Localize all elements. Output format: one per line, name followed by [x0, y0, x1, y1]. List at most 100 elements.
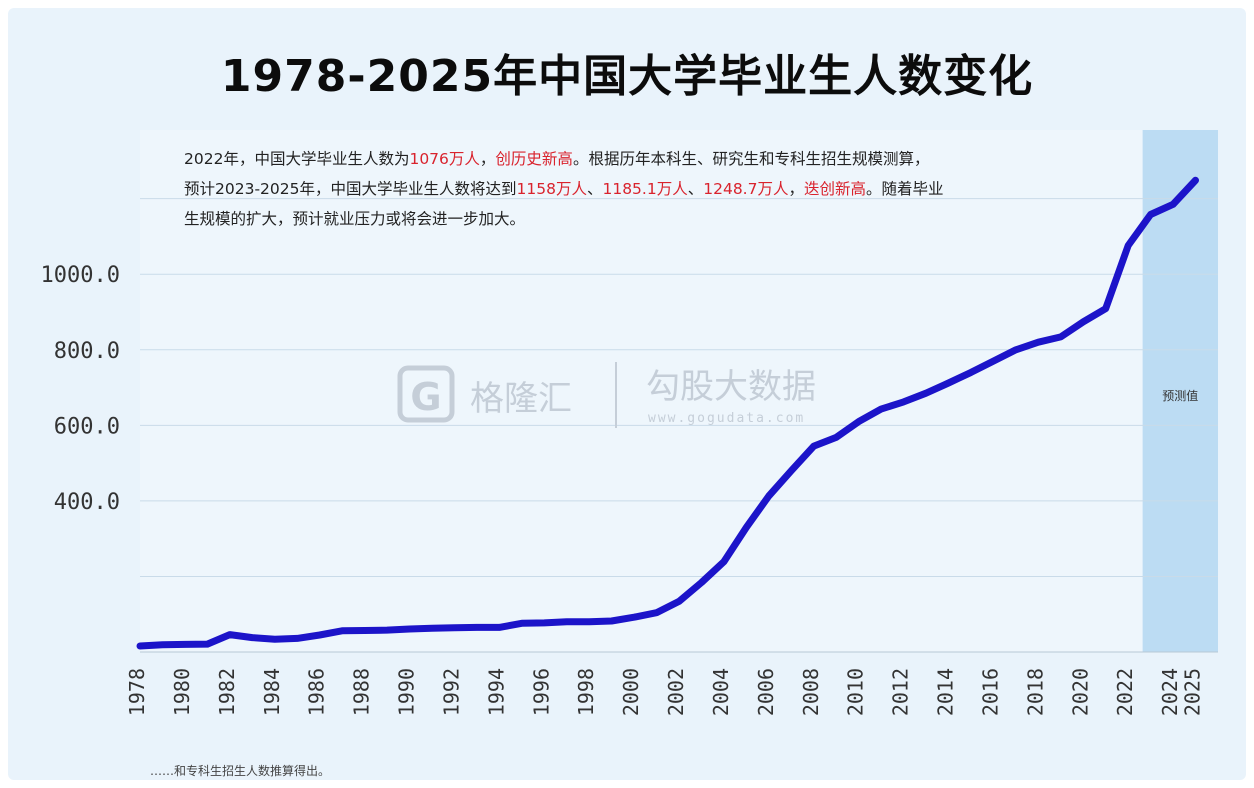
- annotation-text: 2022年，中国大学毕业生人数为: [184, 150, 410, 168]
- data-point: [249, 635, 255, 641]
- data-point: [541, 620, 547, 626]
- annotation-highlight: 1076万人: [409, 150, 480, 168]
- data-point: [654, 610, 660, 616]
- y-tick-label: 1000.0: [41, 263, 120, 288]
- x-tick-label: 1984: [260, 668, 284, 716]
- x-tick-label: 1980: [170, 668, 194, 716]
- x-tick-label: 2012: [889, 668, 913, 716]
- data-point: [407, 626, 412, 632]
- x-tick-label: 2008: [799, 668, 823, 716]
- source-note: ……和专科生招生人数推算得出。: [150, 764, 331, 778]
- x-tick-label: 1994: [484, 668, 508, 716]
- annotation-text: ，: [479, 150, 496, 168]
- data-point: [990, 358, 996, 364]
- y-tick-label: 600.0: [54, 414, 120, 439]
- x-tick-label: 2020: [1068, 668, 1092, 716]
- watermark-logo-letter: G: [410, 375, 441, 419]
- data-point: [451, 625, 457, 631]
- data-point: [788, 468, 794, 474]
- data-point: [159, 642, 165, 648]
- annotation-line-2: 预计2023-2025年，中国大学毕业生人数将达到1158万人、1185.1万人…: [184, 174, 1144, 204]
- x-tick-label: 1978: [125, 668, 149, 716]
- watermark-text: 勾股大数据: [646, 367, 816, 407]
- data-point: [564, 619, 570, 625]
- data-point: [901, 399, 907, 405]
- data-point: [946, 380, 951, 386]
- data-point: [1103, 306, 1109, 312]
- data-point: [384, 627, 390, 633]
- data-point: [339, 628, 345, 634]
- data-point: [204, 641, 210, 647]
- annotation-highlight: 1248.7万人: [703, 180, 789, 198]
- data-point: [1193, 177, 1199, 183]
- y-tick-label: 400.0: [54, 490, 120, 515]
- annotation-text: 。随着毕业: [866, 180, 944, 198]
- data-point: [1013, 347, 1019, 353]
- watermark-logo-box: [397, 365, 455, 423]
- data-point: [923, 390, 929, 396]
- data-point: [317, 632, 323, 638]
- data-point: [878, 406, 884, 412]
- x-tick-label: 2018: [1023, 668, 1047, 716]
- data-point: [721, 559, 727, 565]
- data-point: [1170, 201, 1176, 207]
- data-point: [496, 624, 502, 630]
- data-point: [698, 579, 704, 585]
- annotation-highlight: 1158万人: [516, 180, 587, 198]
- annotation-highlight: 1185.1万人: [602, 180, 688, 198]
- data-point: [1148, 212, 1154, 218]
- x-tick-label: 2000: [619, 668, 643, 716]
- annotation-highlight: 创历史新高: [495, 150, 573, 168]
- data-point: [856, 419, 862, 425]
- data-point: [766, 493, 772, 499]
- annotation-highlight: 迭创新高: [804, 180, 867, 198]
- x-tick-label: 1982: [215, 668, 239, 716]
- plot-area: [140, 130, 1218, 652]
- data-point: [1125, 243, 1131, 249]
- data-point: [137, 643, 143, 649]
- annotation-text: ，: [788, 180, 804, 198]
- watermark-logo-text: 格隆汇: [470, 379, 572, 419]
- data-point: [968, 369, 974, 375]
- data-point: [811, 443, 817, 449]
- data-point: [743, 524, 749, 530]
- annotation-line-1: 2022年，中国大学毕业生人数为1076万人，创历史新高。根据历年本科生、研究生…: [184, 144, 1144, 174]
- data-point: [272, 636, 278, 642]
- annotation-text: 、: [586, 180, 603, 198]
- x-tick-label: 2004: [709, 668, 733, 716]
- annotation-text: 。根据历年本科生、研究生和专科生招生规模测算，: [572, 150, 930, 168]
- x-tick-label: 1996: [529, 668, 553, 716]
- data-point: [676, 598, 682, 604]
- projection-label: 预测值: [1162, 388, 1198, 403]
- annotation-text: 、: [687, 180, 704, 198]
- x-tick-label: 2016: [978, 668, 1002, 716]
- x-tick-label: 2006: [754, 668, 778, 716]
- data-point: [227, 632, 233, 638]
- projection-band: [1142, 130, 1218, 652]
- x-tick-label: 1990: [395, 668, 419, 716]
- data-point: [362, 627, 368, 633]
- data-point: [429, 625, 435, 631]
- watermark-url: www.gogudata.com: [648, 411, 805, 426]
- chart-annotation: 2022年，中国大学毕业生人数为1076万人，创历史新高。根据历年本科生、研究生…: [184, 144, 1144, 234]
- annotation-line-3: 生规模的扩大，预计就业压力或将会进一步加大。: [184, 210, 526, 228]
- data-point: [182, 641, 188, 647]
- data-point: [519, 620, 525, 626]
- chart-title: 1978-2025年中国大学毕业生人数变化: [220, 51, 1034, 102]
- data-point: [1058, 334, 1064, 340]
- x-tick-label: 2010: [844, 668, 868, 716]
- data-point: [609, 618, 615, 624]
- series-line: [136, 176, 1199, 650]
- x-tick-label: 1988: [350, 668, 374, 716]
- annotation-text: 预计2023-2025年，中国大学毕业生人数将达到: [184, 180, 517, 198]
- data-point: [1080, 319, 1086, 325]
- x-tick-label: 2002: [664, 668, 688, 716]
- x-tick-label: 2024: [1158, 668, 1182, 716]
- data-point: [474, 624, 480, 630]
- x-tick-label: 2014: [934, 668, 958, 716]
- x-tick-label: 2025: [1181, 668, 1205, 716]
- data-point: [586, 619, 592, 625]
- x-tick-label: 2022: [1113, 668, 1137, 716]
- x-tick-label: 1998: [574, 668, 598, 716]
